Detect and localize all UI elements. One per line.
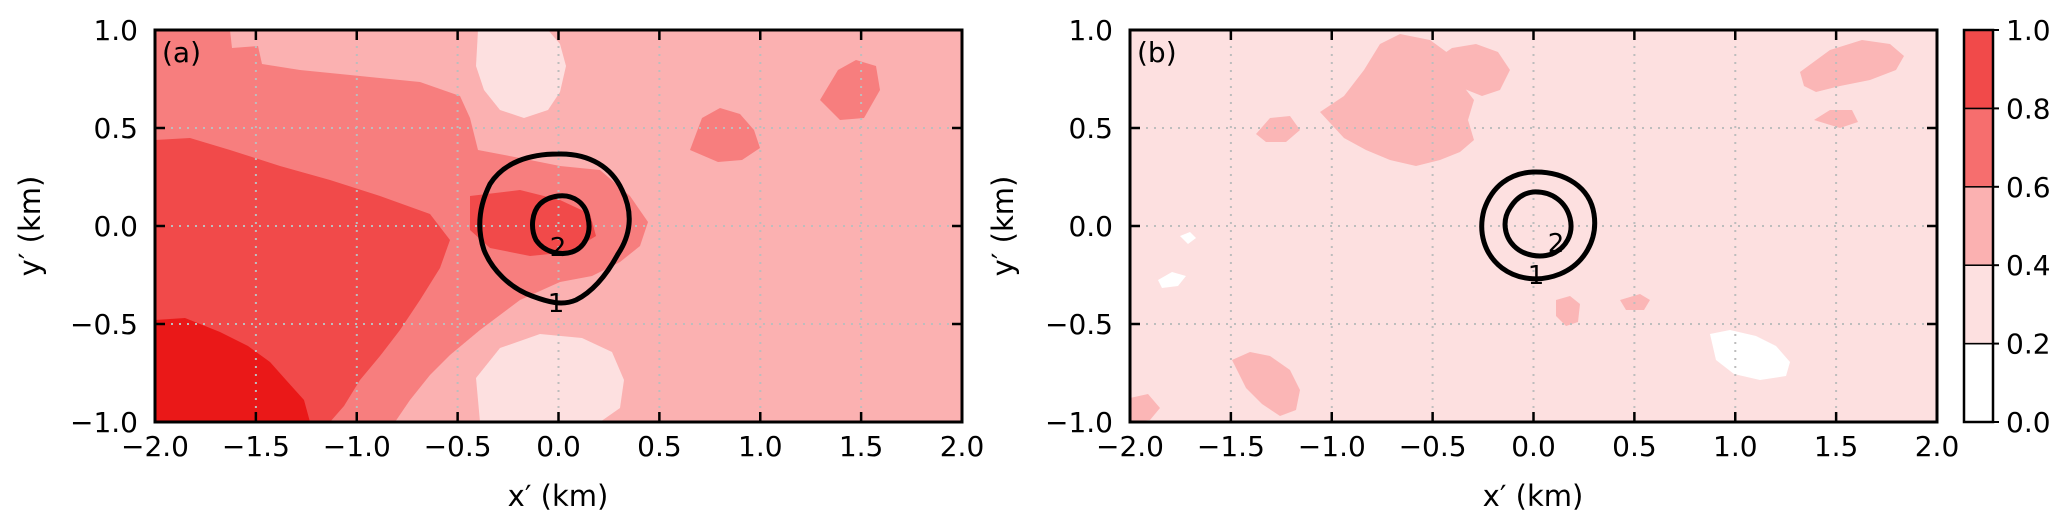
- panel-b-ylabel: y′ (km): [986, 176, 1020, 277]
- panel-a-xtick-label: −0.5: [424, 430, 492, 463]
- panel-b-xtick-label: 0.5: [1612, 430, 1657, 463]
- panel-a-xtick-label: 0.5: [637, 430, 682, 463]
- colorbar-segment: [1963, 186, 1994, 266]
- panel-b-contour-label-1: 1: [1528, 261, 1545, 291]
- panel-a-fill-level-3: [690, 108, 760, 162]
- panel-b-ytick-label: 0.5: [1068, 112, 1113, 145]
- colorbar-tick-label: 0.4: [2006, 249, 2051, 282]
- panel-b-fill-level-2: [1320, 34, 1474, 166]
- panel-a-contours: [477, 151, 632, 306]
- colorbar-tick-label: 0.8: [2006, 92, 2051, 125]
- colorbar-tick-label: 0.2: [2006, 328, 2051, 361]
- panel-b-xtick-label: −2.0: [1096, 430, 1164, 463]
- panel-a-xtick-label: 0.0: [536, 430, 581, 463]
- panel-b-fill-level-0: [1180, 232, 1196, 244]
- panel-b-ytick-label: 0.0: [1068, 210, 1113, 243]
- colorbar-frame: [1962, 28, 1995, 424]
- panel-b: 2 1 −2.0 −1.5 −1.0 −0.5 0.0 0.5 1.0 1.5 …: [986, 14, 1959, 513]
- panel-b-fill-level-2: [1232, 352, 1300, 416]
- colorbar-segment: [1963, 29, 1994, 110]
- panel-a-ytick-labels: −1.0 −0.5 0.0 0.5 1.0: [70, 14, 138, 439]
- panel-b-xtick-label: −1.0: [1298, 430, 1366, 463]
- panel-b-fill-level-2: [1432, 44, 1510, 96]
- panel-a-ytick-label: −1.0: [70, 406, 138, 439]
- panel-b-xtick-label: −0.5: [1399, 430, 1467, 463]
- panel-b-fill-level-0: [1158, 272, 1186, 288]
- panel-b-xtick-label: 1.0: [1713, 430, 1758, 463]
- panel-a-xtick-label: −1.5: [222, 430, 290, 463]
- panel-b-xtick-label: 2.0: [1915, 430, 1960, 463]
- panel-b-ytick-label: 1.0: [1068, 14, 1113, 47]
- panel-a-ytick-label: 1.0: [93, 14, 138, 47]
- panel-b-label: (b): [1137, 36, 1177, 69]
- panel-b-contour-2: [1502, 189, 1574, 259]
- panel-a: 2 1 −2.0 −1.5 −1.0 −0.5 0.0 0.5 1.0 1.5 …: [13, 14, 984, 513]
- panel-a-xtick-label: −1.0: [323, 430, 391, 463]
- panel-b-xtick-label: 0.0: [1511, 430, 1556, 463]
- panel-a-label: (a): [162, 36, 201, 69]
- panel-a-xtick-labels: −2.0 −1.5 −1.0 −0.5 0.0 0.5 1.0 1.5 2.0: [121, 430, 984, 463]
- panel-b-xlabel: x′ (km): [1483, 479, 1584, 513]
- panel-b-xtick-label: 1.5: [1814, 430, 1859, 463]
- panel-b-ticks: [1128, 28, 1939, 424]
- colorbar-tick-label: 0.6: [2006, 171, 2051, 204]
- panel-b-fill-level-2: [1256, 116, 1300, 142]
- panel-a-fill-level-1: [476, 30, 566, 118]
- colorbar-tick-labels: 0.0 0.2 0.4 0.6 0.8 1.0: [2006, 14, 2051, 439]
- colorbar-segment: [1963, 264, 1994, 345]
- panel-a-ytick-label: −0.5: [70, 308, 138, 341]
- panel-b-contour-label-2: 2: [1548, 229, 1565, 259]
- panel-b-contours: [1479, 169, 1598, 282]
- panel-a-xlabel: x′ (km): [508, 479, 609, 513]
- colorbar: 0.0 0.2 0.4 0.6 0.8 1.0: [1962, 14, 2051, 439]
- panel-a-contour-label-2: 2: [550, 233, 567, 263]
- panel-a-xtick-label: 2.0: [940, 430, 985, 463]
- panel-b-fill-level-2: [1130, 394, 1160, 422]
- panel-b-fill-level-0: [1710, 330, 1790, 380]
- panel-a-ylabel: y′ (km): [13, 176, 47, 277]
- panel-a-ytick-label: 0.5: [93, 112, 138, 145]
- panel-a-grid: [155, 30, 962, 422]
- panel-b-grid: [1130, 30, 1937, 422]
- panel-a-contour-1: [477, 151, 632, 306]
- panel-b-fill-level-2: [1556, 296, 1580, 326]
- panel-a-fill-level-3: [820, 60, 880, 120]
- panel-b-ytick-label: −0.5: [1045, 308, 1113, 341]
- panel-b-fill-level-2: [1800, 40, 1904, 92]
- panel-a-xtick-label: −2.0: [121, 430, 189, 463]
- colorbar-segment: [1963, 107, 1994, 188]
- panel-b-xtick-labels: −2.0 −1.5 −1.0 −0.5 0.0 0.5 1.0 1.5 2.0: [1096, 430, 1959, 463]
- panel-a-fill-level-5: [155, 318, 310, 422]
- panel-a-xtick-label: 1.5: [839, 430, 884, 463]
- colorbar-tick-label: 1.0: [2006, 14, 2051, 47]
- panel-a-fill-level-1: [476, 334, 624, 422]
- panel-a-xtick-label: 1.0: [738, 430, 783, 463]
- colorbar-segment: [1963, 342, 1994, 423]
- panel-b-contour-1: [1479, 169, 1598, 282]
- panel-b-ytick-labels: −1.0 −0.5 0.0 0.5 1.0: [1045, 14, 1113, 439]
- colorbar-tick-label: 0.0: [2006, 406, 2051, 439]
- panel-a-contour-2: [530, 193, 592, 256]
- panel-a-ticks: [153, 28, 964, 424]
- panel-a-ytick-label: 0.0: [93, 210, 138, 243]
- panel-b-ytick-label: −1.0: [1045, 406, 1113, 439]
- panel-b-xtick-label: −1.5: [1197, 430, 1265, 463]
- panel-a-contour-label-1: 1: [548, 289, 565, 319]
